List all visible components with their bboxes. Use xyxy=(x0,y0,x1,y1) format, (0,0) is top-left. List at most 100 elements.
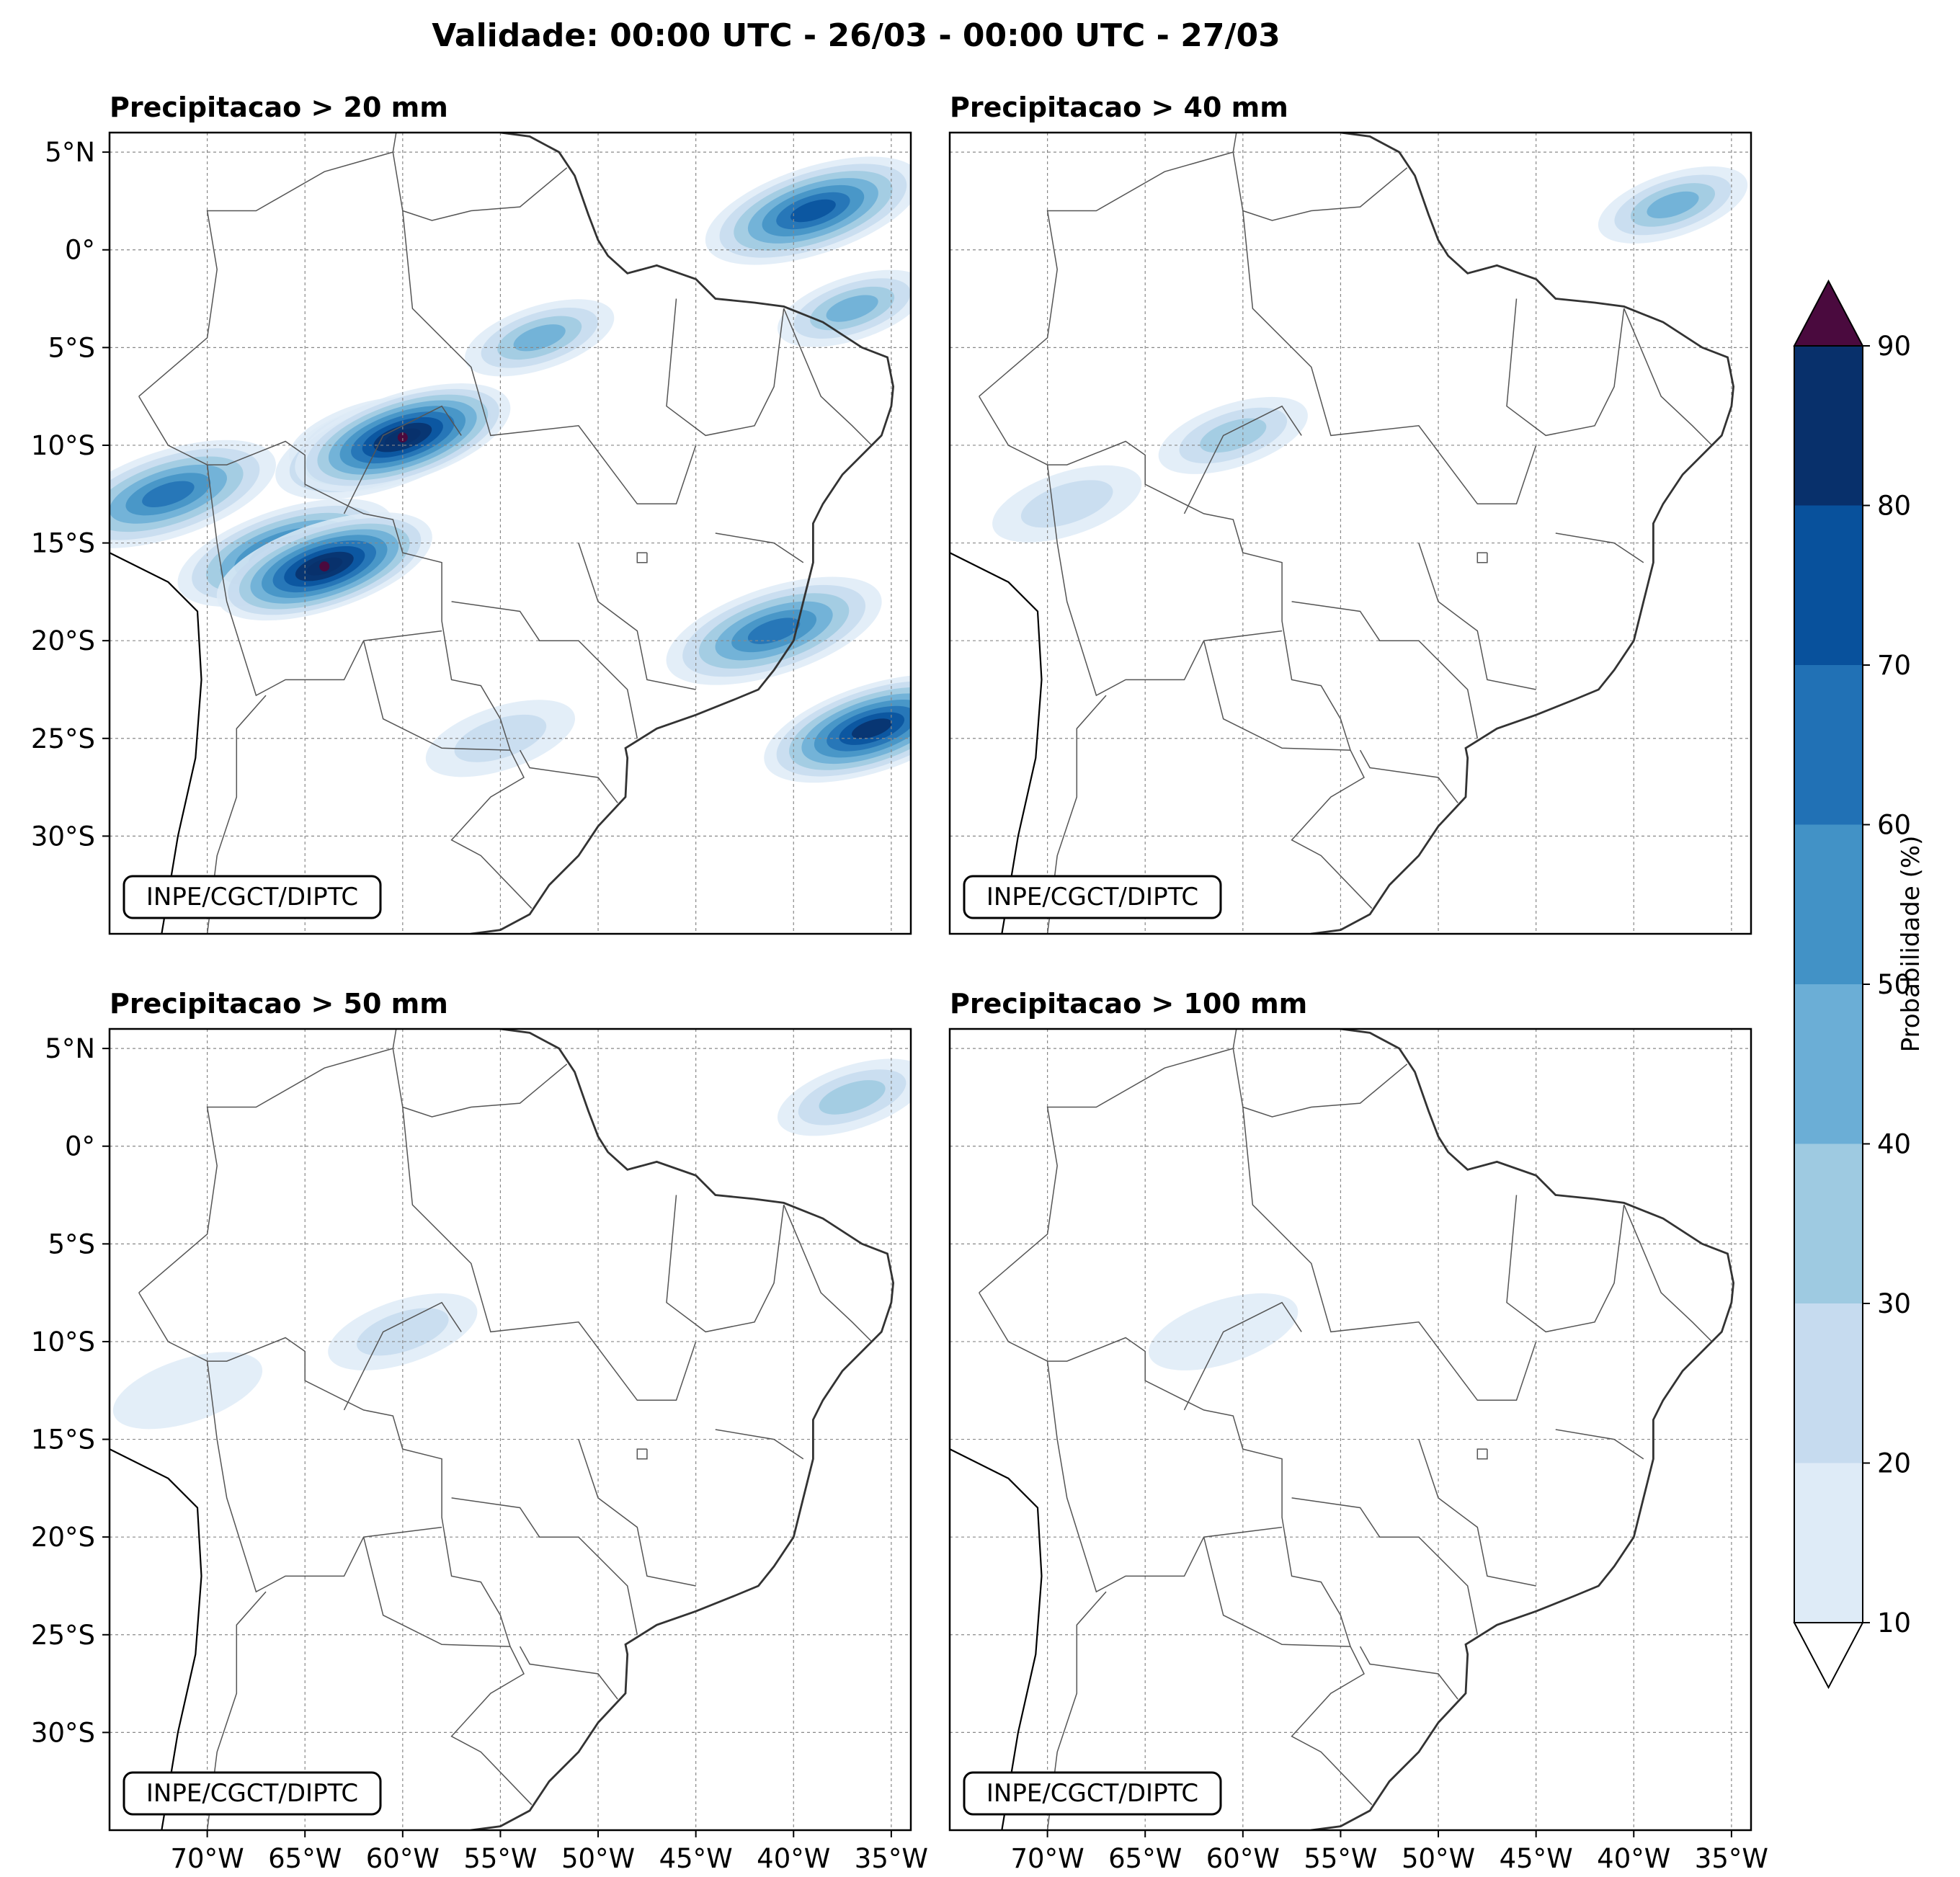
colorbar-segment xyxy=(1794,346,1863,506)
state-border xyxy=(1555,1429,1644,1460)
lat-tick-label: 0° xyxy=(65,1131,95,1162)
lon-tick-label: 55°W xyxy=(463,1843,537,1874)
coastline-west xyxy=(950,1447,1043,1830)
lat-tick-label: 5°S xyxy=(48,332,95,363)
colorbar-under-triangle xyxy=(1793,1622,1864,1690)
credit-box xyxy=(963,875,1222,919)
state-border xyxy=(1418,1439,1536,1587)
lon-tick-label: 40°W xyxy=(757,1843,830,1874)
colorbar-segment xyxy=(1794,984,1863,1144)
panels: Precipitacao > 20 mm INPE/CGCT/DIPTC 5°N 0°… xyxy=(31,92,1768,1874)
lat-tick-label: 30°S xyxy=(31,821,95,852)
state-border xyxy=(1203,641,1351,751)
credit-label: INPE/CGCT/DIPTC xyxy=(146,1779,358,1808)
colorbar-over-triangle xyxy=(1793,279,1864,347)
state-border xyxy=(1476,1448,1488,1460)
state-border xyxy=(1232,1048,1408,1118)
lat-tick-label: 0° xyxy=(65,235,95,266)
colorbar-tick-label: 30 xyxy=(1877,1288,1911,1319)
state-border xyxy=(666,298,785,437)
state-border xyxy=(519,749,618,803)
state-border xyxy=(1046,1361,1283,1593)
state-border xyxy=(1359,1646,1458,1700)
state-border xyxy=(1046,465,1283,697)
state-border xyxy=(1506,1195,1625,1333)
lon-tick-label: 70°W xyxy=(171,1843,244,1874)
lon-tick-label: 45°W xyxy=(659,1843,733,1874)
colorbar-segment xyxy=(1794,505,1863,665)
precip-area-central-core xyxy=(357,1308,449,1356)
state-border xyxy=(1359,749,1458,803)
credit-box xyxy=(963,1771,1222,1816)
state-border xyxy=(1623,1204,1713,1342)
state-border xyxy=(519,1646,618,1700)
colorbar-tick-label: 10 xyxy=(1877,1608,1911,1639)
lat-tick-label: 15°S xyxy=(31,528,95,559)
lon-tick-label: 65°W xyxy=(268,1843,342,1874)
colorbar-tick-label: 50 xyxy=(1877,969,1911,1000)
coastline-east xyxy=(1309,133,1735,934)
credit-box xyxy=(122,875,382,919)
state-border xyxy=(1242,210,1537,505)
state-border xyxy=(1623,308,1713,446)
state-border xyxy=(362,641,511,751)
lat-tick-label: 30°S xyxy=(31,1717,95,1748)
state-border xyxy=(1476,552,1488,563)
state-border xyxy=(979,396,1373,909)
lon-tick-label: 65°W xyxy=(1108,1843,1182,1874)
state-border xyxy=(1203,1537,1351,1647)
credit-label: INPE/CGCT/DIPTC xyxy=(146,883,358,911)
lon-tick-label: 60°W xyxy=(1206,1843,1280,1874)
panel-title: Precipitacao > 100 mm xyxy=(950,988,1307,1020)
precip-area-offshore-south xyxy=(851,718,892,739)
lat-tick-label: 10°S xyxy=(31,1327,95,1357)
coastline-east xyxy=(1309,1029,1735,1830)
state-border xyxy=(783,308,873,446)
map-panel-2: Precipitacao > 40 mm INPE/CGCT/DIPTC xyxy=(948,92,1752,935)
panel-title: Precipitacao > 50 mm xyxy=(110,988,448,1020)
state-border xyxy=(138,1029,397,1293)
colorbar-tick-label: 40 xyxy=(1877,1129,1911,1160)
state-border xyxy=(343,405,462,514)
colorbar: 10 20 30 40 50 60 70 80 90 xyxy=(1793,279,1911,1690)
precip-area-west-band xyxy=(142,481,195,508)
precip-area-west-patch xyxy=(1020,480,1113,528)
state-border xyxy=(979,1292,1373,1806)
panel-title: Precipitacao > 40 mm xyxy=(950,92,1288,123)
colorbar-tick-label: 70 xyxy=(1877,650,1911,681)
lat-tick-label: 5°N xyxy=(45,137,95,168)
colorbar-segment xyxy=(1794,665,1863,825)
lat-tick-label: 25°S xyxy=(31,723,95,754)
state-border xyxy=(206,465,442,697)
credit-label: INPE/CGCT/DIPTC xyxy=(986,883,1198,911)
state-border xyxy=(715,532,804,563)
state-border xyxy=(636,552,648,563)
credit-label: INPE/CGCT/DIPTC xyxy=(986,1779,1198,1808)
state-border xyxy=(402,210,697,505)
map-frame xyxy=(108,131,912,935)
precip-area-atlantic-band xyxy=(819,1080,886,1115)
coastline-west xyxy=(950,550,1043,934)
map-panel-3: Precipitacao > 50 mm INPE/CGCT/DIPTC 5°N 0°… xyxy=(31,988,928,1874)
state-border xyxy=(451,1497,638,1635)
lon-tick-label: 60°W xyxy=(366,1843,440,1874)
credit-box xyxy=(122,1771,382,1816)
state-border xyxy=(666,1195,785,1333)
state-border xyxy=(578,1439,696,1587)
state-border xyxy=(1291,1497,1479,1635)
state-border xyxy=(636,1448,648,1460)
state-border xyxy=(1291,601,1479,739)
colorbar-tick-label: 60 xyxy=(1877,810,1911,841)
coastline-east xyxy=(469,1029,895,1830)
lat-tick-label: 5°S xyxy=(48,1229,95,1259)
state-border xyxy=(783,1204,873,1342)
lat-tick-label: 20°S xyxy=(31,625,95,656)
state-border xyxy=(138,396,533,909)
precip-area-ne-coast xyxy=(826,295,878,322)
state-border xyxy=(1183,405,1302,514)
precip-area-atlantic-band xyxy=(1647,191,1699,219)
lon-tick-label: 55°W xyxy=(1304,1843,1377,1874)
colorbar-segment xyxy=(1794,1303,1863,1463)
lat-tick-label: 20°S xyxy=(31,1522,95,1553)
state-border xyxy=(343,1301,462,1411)
